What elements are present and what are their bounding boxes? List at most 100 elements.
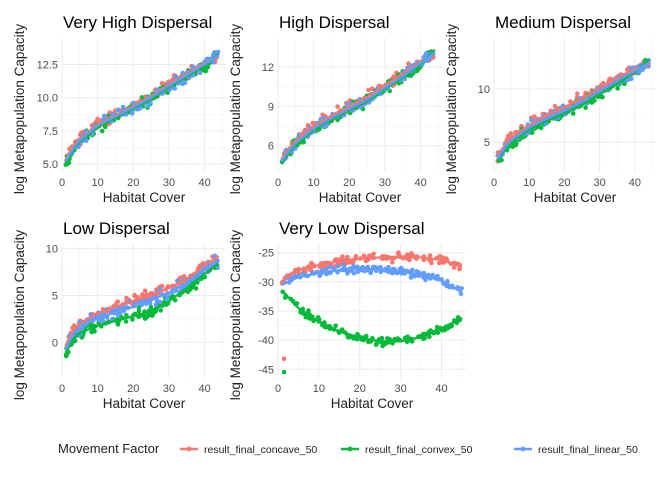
point-convex [123, 319, 129, 324]
grid [61, 38, 226, 172]
y-tick-label: 10 [46, 244, 58, 256]
point-linear [84, 138, 89, 143]
x-tick-label: 10 [313, 383, 325, 395]
trend-lines [496, 58, 650, 163]
x-tick-label: 40 [198, 177, 210, 189]
trend-line-concave [64, 255, 220, 348]
y-tick-label: 12.5 [37, 60, 58, 72]
trend-line-linear [280, 51, 436, 163]
point-linear [215, 49, 221, 55]
point-linear [211, 51, 217, 56]
y-tick-label: -45 [258, 364, 274, 376]
point-linear [327, 264, 333, 270]
panel-2: 0 10 20 30 40 6 9 12 High Dispersal Habitat Cover [262, 13, 442, 205]
panel-title: High Dispersal [279, 13, 390, 32]
y-tick-label: 5 [484, 137, 490, 149]
legend-key-point [347, 446, 353, 452]
point-linear [97, 317, 102, 323]
point-convex [583, 105, 588, 110]
x-axis-label: Habitat Cover [103, 396, 186, 411]
point-linear [102, 113, 107, 119]
point-convex [115, 322, 121, 327]
point-convex [64, 353, 69, 359]
point-linear [640, 67, 646, 72]
panel-title: Medium Dispersal [495, 13, 631, 32]
point-linear [101, 319, 106, 324]
x-tick-label: 20 [354, 383, 366, 395]
point-concave [353, 253, 359, 259]
trend-line-convex [64, 262, 220, 355]
y-tick-label: 10 [478, 84, 490, 96]
x-tick-label: 10 [523, 177, 535, 189]
point-concave [132, 293, 137, 299]
point-linear [355, 269, 361, 275]
point-concave [181, 274, 187, 279]
point-linear [324, 123, 329, 129]
point-linear [172, 86, 178, 91]
x-tick-label: 20 [127, 177, 139, 189]
legend-entry-label: result_final_linear_50 [538, 444, 638, 456]
point-concave [115, 299, 121, 305]
x-tick-label: 40 [435, 383, 447, 395]
panel-3: 0 10 20 30 40 5 10 Medium Dispersal Habitat Cove… [478, 13, 656, 205]
point-convex [615, 86, 620, 91]
x-tick-label: 30 [379, 177, 391, 189]
point-linear [153, 302, 159, 308]
point-linear [399, 265, 404, 271]
legend-entry-label: result_final_concave_50 [204, 444, 317, 456]
y-axis-label: log Metapopulation Capacity [228, 230, 243, 401]
point-linear [173, 74, 179, 80]
point-linear [197, 70, 203, 76]
panel-title: Low Dispersal [63, 219, 170, 238]
x-tick-label: 10 [92, 177, 104, 189]
y-tick-label: -35 [258, 306, 274, 318]
legend-entry-label: result_final_convex_50 [365, 444, 473, 456]
y-tick-label: 5.0 [43, 159, 58, 171]
point-convex [102, 124, 108, 130]
point-linear [129, 111, 135, 116]
trend-lines [280, 48, 436, 165]
point-convex [427, 334, 432, 340]
x-tick-label: 20 [127, 383, 139, 395]
legend-key-point [520, 446, 526, 452]
point-concave [437, 253, 443, 259]
point-linear [529, 118, 534, 123]
x-axis-label: Habitat Cover [319, 190, 402, 205]
trend-lines [64, 255, 220, 355]
point-concave [335, 104, 340, 109]
point-convex [158, 308, 163, 313]
point-concave [409, 251, 414, 256]
x-tick-label: 40 [198, 383, 210, 395]
y-axis-label: log Metapopulation Capacity [12, 230, 27, 401]
x-axis-label: Habitat Cover [103, 190, 186, 205]
y-tick-label: -30 [258, 277, 274, 289]
x-tick-label: 0 [59, 177, 65, 189]
trend-line-linear [281, 267, 463, 294]
x-tick-label: 0 [275, 177, 281, 189]
trend-line-convex [281, 289, 463, 343]
point-concave [396, 250, 401, 255]
trend-lines [64, 52, 220, 164]
x-tick-label: 40 [414, 177, 426, 189]
trend-lines [281, 255, 463, 343]
legend-key-point [186, 446, 192, 452]
point-linear [324, 267, 329, 272]
y-tick-label: 5 [52, 291, 58, 303]
y-tick-label: 9 [268, 101, 274, 113]
x-tick-label: 30 [163, 383, 175, 395]
x-tick-label: 30 [394, 383, 406, 395]
point-linear [137, 106, 142, 111]
point-convex [529, 130, 535, 135]
point-concave [427, 253, 433, 258]
y-tick-label: 7.5 [43, 126, 58, 138]
legend-title: Movement Factor [58, 441, 160, 456]
point-convex [130, 317, 135, 322]
point-concave [436, 260, 442, 266]
x-tick-label: 0 [59, 383, 65, 395]
x-axis-label: Habitat Cover [331, 396, 414, 411]
x-tick-label: 30 [163, 177, 175, 189]
x-tick-label: 10 [308, 177, 320, 189]
point-linear [459, 286, 464, 291]
point-concave [366, 87, 371, 93]
